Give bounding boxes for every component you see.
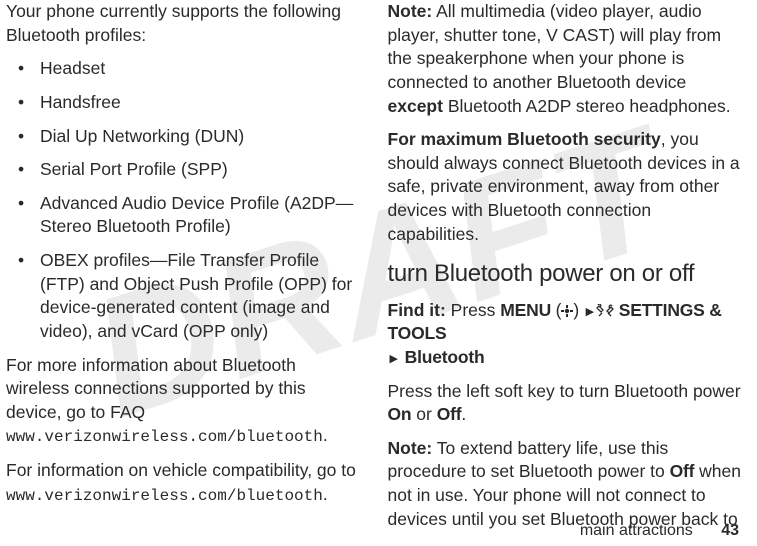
footer-section: main attractions xyxy=(580,522,693,539)
left-column: Your phone currently supports the follow… xyxy=(6,0,360,541)
vehicle-para: For information on vehicle compatibility… xyxy=(6,459,360,507)
profiles-list: •Headset •Handsfree •Dial Up Networking … xyxy=(6,57,360,343)
vehicle-pre: For information on vehicle compatibility… xyxy=(6,460,356,480)
tools-icon xyxy=(596,304,614,318)
period: . xyxy=(323,425,328,445)
list-item: •Handsfree xyxy=(6,91,360,115)
security-para: For maximum Bluetooth security, you shou… xyxy=(388,128,742,246)
findit-label: Find it: xyxy=(388,300,446,320)
menu-key: MENU xyxy=(500,300,551,320)
nav-arrow-icon: ▶ xyxy=(586,305,594,320)
except-label: except xyxy=(388,96,443,116)
off-label: Off xyxy=(670,461,695,481)
softkey-pre: Press the left soft key to turn Bluetoot… xyxy=(388,381,741,401)
note2-para: Note: To extend battery life, use this p… xyxy=(388,437,742,532)
faq-pre: For more information about Bluetooth wir… xyxy=(6,355,306,422)
faq-url: www.verizonwireless.com/bluetooth xyxy=(6,428,323,446)
list-item-text: Handsfree xyxy=(40,91,121,115)
note1-b: Bluetooth A2DP stereo headphones. xyxy=(443,96,731,116)
list-item: •Serial Port Profile (SPP) xyxy=(6,158,360,182)
findit-para: Find it: Press MENU () ▶ SETTINGS & TOOL… xyxy=(388,299,742,370)
section-heading: turn Bluetooth power on or off xyxy=(388,258,742,290)
note-label: Note: xyxy=(388,1,433,21)
faq-para: For more information about Bluetooth wir… xyxy=(6,354,360,449)
right-column: Note: All multimedia (video player, audi… xyxy=(388,0,742,541)
note1-a: All multimedia (video player, audio play… xyxy=(388,1,722,92)
list-item-text: Headset xyxy=(40,57,105,81)
list-item: •Dial Up Networking (DUN) xyxy=(6,125,360,149)
intro-text: Your phone currently supports the follow… xyxy=(6,0,360,47)
bluetooth-path: Bluetooth xyxy=(400,347,485,367)
list-item: •Headset xyxy=(6,57,360,81)
security-label: For maximum Bluetooth security xyxy=(388,129,661,149)
page-number: 43 xyxy=(721,522,739,539)
list-item-text: Advanced Audio Device Profile (A2DP—Ster… xyxy=(40,192,360,239)
nav-arrow-icon: ▶ xyxy=(390,352,398,367)
list-item-text: OBEX profiles—File Transfer Profile (FTP… xyxy=(40,249,360,344)
list-item: •OBEX profiles—File Transfer Profile (FT… xyxy=(6,249,360,344)
period: . xyxy=(323,484,328,504)
vehicle-url: www.verizonwireless.com/bluetooth xyxy=(6,487,323,505)
paren-open: ( xyxy=(551,300,561,320)
softkey-para: Press the left soft key to turn Bluetoot… xyxy=(388,380,742,427)
note1-para: Note: All multimedia (video player, audi… xyxy=(388,0,742,118)
on-label: On xyxy=(388,404,412,424)
page-columns: Your phone currently supports the follow… xyxy=(0,0,757,541)
list-item: •Advanced Audio Device Profile (A2DP—Ste… xyxy=(6,192,360,239)
findit-press: Press xyxy=(446,300,500,320)
period: . xyxy=(461,404,466,424)
paren-close: ) xyxy=(573,300,583,320)
list-item-text: Dial Up Networking (DUN) xyxy=(40,125,244,149)
off-label: Off xyxy=(437,404,462,424)
page-footer: main attractions 43 xyxy=(580,522,739,540)
or-text: or xyxy=(411,404,436,424)
list-item-text: Serial Port Profile (SPP) xyxy=(40,158,228,182)
note-label: Note: xyxy=(388,438,433,458)
center-key-icon xyxy=(561,305,573,317)
